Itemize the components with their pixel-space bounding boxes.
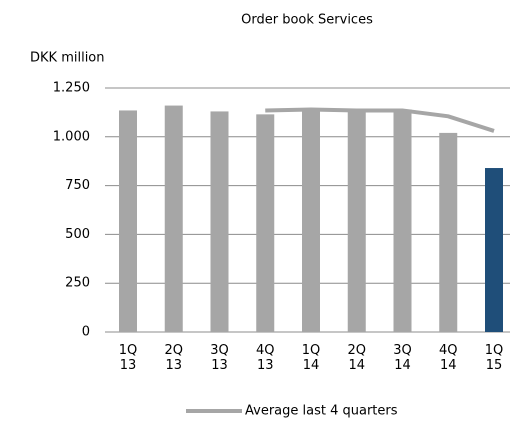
legend-label: Average last 4 quarters xyxy=(245,404,398,419)
bar xyxy=(439,132,458,332)
x-tick-label: 1Q 14 xyxy=(301,343,321,373)
y-tick-label: 500 xyxy=(65,227,90,242)
y-axis-label: DKK million xyxy=(30,51,105,66)
bar xyxy=(210,111,229,332)
x-tick-label: 1Q 15 xyxy=(484,343,504,373)
bar xyxy=(393,109,412,332)
y-tick-label: 750 xyxy=(65,178,90,193)
y-tick-label: 250 xyxy=(65,276,90,291)
x-tick-label: 4Q 13 xyxy=(255,343,275,373)
chart-title: Order book Services xyxy=(241,13,373,28)
bar xyxy=(347,111,366,332)
bar xyxy=(302,109,320,332)
y-tick-label: 1.000 xyxy=(53,129,90,144)
y-tick-label: 0 xyxy=(82,325,90,340)
bar xyxy=(256,114,275,333)
bar xyxy=(485,168,503,332)
y-tick-label: 1.250 xyxy=(53,81,90,96)
x-tick-label: 3Q 14 xyxy=(393,343,412,373)
x-tick-label: 1Q 13 xyxy=(118,343,138,373)
x-tick-label: 3Q 13 xyxy=(210,343,229,373)
x-tick-label: 2Q 14 xyxy=(347,343,366,373)
line xyxy=(265,107,495,133)
x-tick-label: 2Q 13 xyxy=(164,343,183,373)
bar xyxy=(164,105,183,333)
bar xyxy=(119,110,137,332)
x-tick-label: 4Q 14 xyxy=(438,343,458,373)
